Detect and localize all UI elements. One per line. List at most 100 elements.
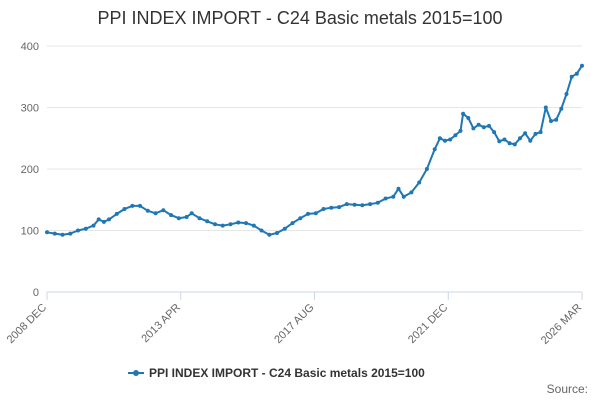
x-tick-label: 2008 DEC bbox=[5, 302, 49, 346]
data-point bbox=[337, 205, 342, 210]
data-point bbox=[282, 226, 287, 231]
y-tick-label: 400 bbox=[21, 41, 39, 53]
data-point bbox=[391, 194, 396, 199]
data-point bbox=[368, 202, 373, 207]
data-point bbox=[360, 203, 365, 208]
data-point bbox=[251, 223, 256, 228]
data-point bbox=[45, 230, 49, 235]
data-point bbox=[481, 125, 486, 130]
data-point bbox=[549, 119, 553, 123]
y-tick-label: 200 bbox=[21, 164, 39, 176]
data-point bbox=[518, 136, 522, 141]
data-point bbox=[244, 221, 248, 226]
data-point bbox=[461, 111, 466, 116]
y-tick-label: 0 bbox=[33, 287, 39, 299]
data-point bbox=[68, 231, 73, 236]
data-point bbox=[580, 63, 584, 68]
data-point bbox=[409, 190, 414, 195]
data-point bbox=[471, 126, 476, 131]
x-tick-label: 2026 MAR bbox=[539, 302, 584, 347]
data-point bbox=[76, 228, 80, 233]
data-point bbox=[417, 180, 422, 185]
data-point bbox=[122, 207, 127, 211]
data-point bbox=[107, 217, 111, 222]
series-layer bbox=[45, 63, 584, 237]
y-tick-label: 100 bbox=[21, 226, 39, 238]
data-point bbox=[83, 226, 88, 231]
data-point bbox=[329, 205, 334, 210]
data-point bbox=[448, 137, 453, 142]
data-point bbox=[554, 117, 559, 122]
data-point bbox=[153, 211, 158, 216]
data-point bbox=[298, 216, 303, 221]
gridlines bbox=[47, 45, 582, 293]
data-point bbox=[476, 122, 481, 127]
data-point bbox=[176, 216, 181, 221]
data-point bbox=[228, 222, 233, 227]
data-point bbox=[344, 202, 349, 207]
data-point bbox=[396, 186, 401, 191]
data-point bbox=[306, 211, 310, 216]
data-point bbox=[512, 142, 517, 147]
data-point bbox=[352, 202, 357, 207]
data-point bbox=[497, 139, 502, 144]
chart-title: PPI INDEX IMPORT - C24 Basic metals 2015… bbox=[97, 8, 502, 28]
x-tick-label: 2021 DEC bbox=[406, 302, 450, 346]
data-point bbox=[197, 216, 202, 221]
data-point bbox=[91, 223, 96, 228]
data-point bbox=[52, 231, 57, 236]
legend-entry-label: PPI INDEX IMPORT - C24 Basic metals 2015… bbox=[149, 366, 425, 380]
data-point bbox=[290, 221, 295, 226]
data-point bbox=[375, 200, 380, 205]
data-point bbox=[205, 219, 210, 224]
data-point bbox=[401, 194, 406, 199]
data-point bbox=[321, 207, 326, 211]
data-point bbox=[259, 228, 264, 233]
series-0 bbox=[45, 63, 584, 237]
series-line bbox=[46, 65, 583, 236]
data-point bbox=[114, 211, 119, 216]
data-point bbox=[169, 213, 174, 218]
data-point bbox=[443, 138, 447, 143]
data-point bbox=[213, 222, 217, 227]
data-point bbox=[453, 133, 458, 138]
data-point bbox=[533, 131, 538, 136]
data-point bbox=[383, 196, 388, 201]
data-point bbox=[189, 211, 194, 216]
data-point bbox=[487, 123, 491, 128]
data-point bbox=[432, 147, 437, 152]
data-point bbox=[466, 116, 471, 120]
data-point bbox=[313, 211, 318, 216]
data-point bbox=[96, 217, 101, 222]
data-point bbox=[502, 137, 507, 142]
data-point bbox=[60, 232, 65, 237]
data-point bbox=[543, 105, 548, 110]
data-point bbox=[236, 220, 241, 225]
data-point bbox=[564, 92, 569, 96]
x-tick-label: 2013 APR bbox=[139, 302, 183, 346]
legend[interactable]: PPI INDEX IMPORT - C24 Basic metals 2015… bbox=[128, 366, 425, 380]
data-point bbox=[523, 131, 528, 136]
legend-dot-swatch bbox=[133, 370, 139, 376]
data-point bbox=[559, 106, 564, 111]
x-axis-ticks: 2008 DEC 2013 APR 2017 AUG 2021 DEC 2026 MAR bbox=[5, 292, 584, 347]
data-point bbox=[424, 167, 429, 171]
data-point bbox=[437, 136, 442, 141]
data-point bbox=[138, 203, 142, 208]
x-tick-label: 2017 AUG bbox=[272, 302, 316, 346]
data-point bbox=[492, 130, 497, 135]
y-axis-ticks: 0 100 200 300 400 bbox=[21, 41, 39, 299]
data-point bbox=[528, 138, 533, 143]
data-point bbox=[184, 215, 189, 219]
y-tick-label: 300 bbox=[21, 103, 39, 115]
data-point bbox=[275, 231, 279, 235]
data-point bbox=[220, 223, 225, 228]
data-point bbox=[569, 74, 574, 79]
data-point bbox=[267, 232, 272, 237]
source-label: Source: bbox=[547, 382, 588, 396]
data-point bbox=[130, 203, 135, 208]
data-point bbox=[538, 130, 543, 135]
data-point bbox=[574, 71, 579, 76]
